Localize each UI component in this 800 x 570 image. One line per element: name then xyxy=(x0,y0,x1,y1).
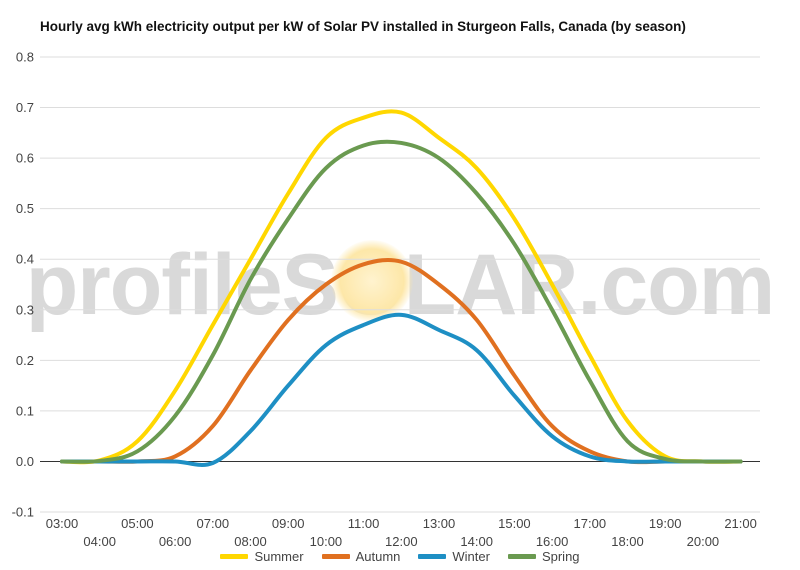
x-tick-label: 12:00 xyxy=(385,534,418,549)
legend-swatch xyxy=(321,554,350,559)
y-tick-label: 0.4 xyxy=(16,252,34,267)
x-tick-label: 13:00 xyxy=(423,516,456,531)
legend-swatch xyxy=(220,554,249,559)
legend-swatch xyxy=(418,554,447,559)
series-line-summer xyxy=(60,109,743,465)
series-line-winter xyxy=(60,312,743,467)
y-tick-label: 0.2 xyxy=(16,353,34,368)
x-tick-label: 03:00 xyxy=(46,516,79,531)
y-tick-label: 0.6 xyxy=(16,151,34,166)
x-tick-label: 17:00 xyxy=(574,516,607,531)
x-tick-label: 07:00 xyxy=(197,516,230,531)
x-tick-label: 14:00 xyxy=(460,534,493,549)
sun-logo-icon xyxy=(331,240,413,322)
x-tick-label: 19:00 xyxy=(649,516,682,531)
legend-label: Spring xyxy=(541,549,580,564)
legend-swatch xyxy=(507,554,536,559)
y-tick-label: 0.3 xyxy=(16,302,34,317)
x-tick-label: 18:00 xyxy=(611,534,644,549)
x-tick-label: 10:00 xyxy=(310,534,343,549)
legend-item-autumn[interactable]: Autumn xyxy=(321,549,401,564)
x-tick-label: 11:00 xyxy=(348,516,380,531)
x-tick-label: 05:00 xyxy=(121,516,154,531)
legend-item-winter[interactable]: Winter xyxy=(418,549,490,564)
y-tick-label: 0.1 xyxy=(16,403,34,418)
y-tick-label: 0.8 xyxy=(16,50,34,65)
legend-item-summer[interactable]: Summer xyxy=(220,549,304,564)
x-tick-label: 16:00 xyxy=(536,534,569,549)
x-tick-label: 06:00 xyxy=(159,534,192,549)
x-tick-label: 09:00 xyxy=(272,516,305,531)
series-line-spring xyxy=(60,139,743,464)
x-tick-label: 04:00 xyxy=(83,534,116,549)
x-tick-label: 15:00 xyxy=(498,516,531,531)
y-tick-label: -0.1 xyxy=(12,505,34,520)
legend: Summer Autumn Winter Spring xyxy=(0,549,800,564)
x-tick-label: 21:00 xyxy=(724,516,757,531)
y-tick-label: 0.5 xyxy=(16,201,34,216)
x-tick-label: 08:00 xyxy=(234,534,267,549)
legend-label: Autumn xyxy=(355,549,401,564)
legend-item-spring[interactable]: Spring xyxy=(507,549,580,564)
x-tick-label: 20:00 xyxy=(687,534,720,549)
legend-label: Winter xyxy=(452,549,490,564)
y-tick-label: 0.7 xyxy=(16,100,34,115)
y-tick-label: 0.0 xyxy=(16,454,34,469)
chart-title: Hourly avg kWh electricity output per kW… xyxy=(40,19,686,34)
legend-label: Summer xyxy=(254,549,304,564)
